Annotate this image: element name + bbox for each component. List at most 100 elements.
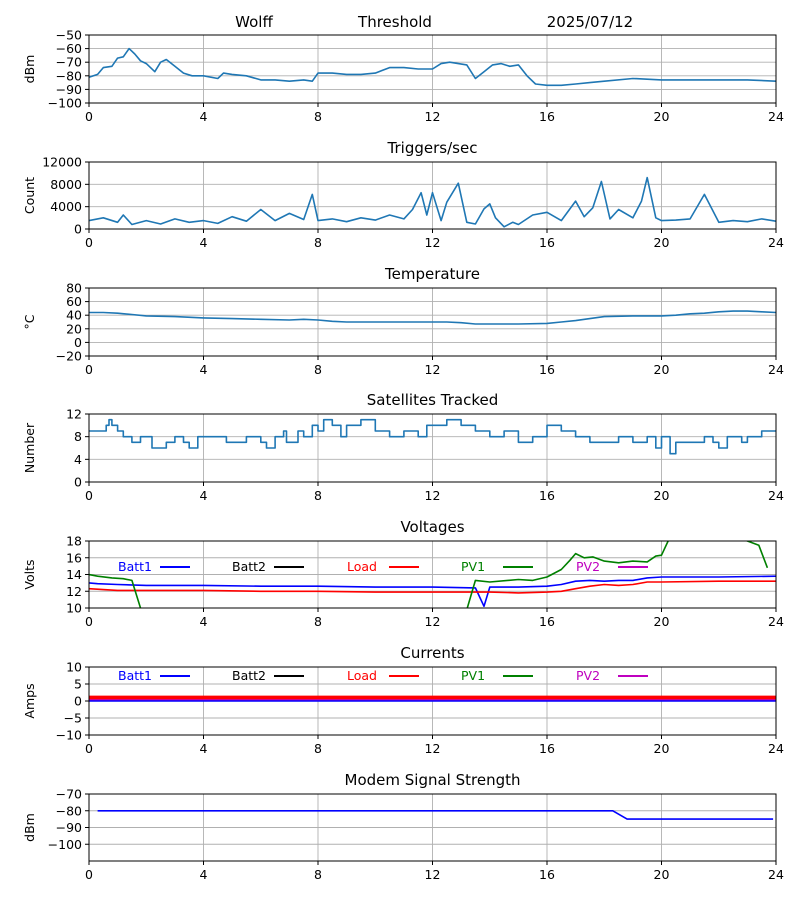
temperature-frame xyxy=(88,287,777,357)
satellites-xtick-label-5: 20 xyxy=(654,488,670,503)
satellites-series-line-0 xyxy=(89,418,776,455)
threshold-ytick-label-4: −60 xyxy=(56,41,82,56)
currents-xtick-label-3: 12 xyxy=(425,741,441,756)
modem-xtick-label-4: 16 xyxy=(539,867,555,882)
modem-xtick-label-6: 24 xyxy=(768,867,784,882)
triggers-xtick-label-3: 12 xyxy=(425,235,441,250)
modem-xtick-label-1: 4 xyxy=(200,867,208,882)
voltages-title: Voltages xyxy=(400,518,464,536)
temperature-ytick-label-3: 40 xyxy=(66,308,82,323)
temperature-xtick-label-5: 20 xyxy=(654,362,670,377)
voltages-xtick-label-4: 16 xyxy=(539,614,555,629)
currents-ytick-label-4: 10 xyxy=(66,660,82,675)
temperature-xtick-label-1: 4 xyxy=(200,362,208,377)
threshold-ylabel: dBm xyxy=(22,55,37,84)
voltages-series-line-1 xyxy=(89,580,776,594)
threshold-ytick-label-0: −100 xyxy=(48,96,82,111)
triggers-ytick-label-3: 12000 xyxy=(42,155,82,170)
voltages-xtick-label-0: 0 xyxy=(85,614,93,629)
threshold-xtick-label-5: 20 xyxy=(654,109,670,124)
header-mode: Threshold xyxy=(357,13,432,31)
satellites-ytick-label-2: 8 xyxy=(74,429,82,444)
temperature-ytick-label-5: 80 xyxy=(66,281,82,296)
currents-xtick-label-0: 0 xyxy=(85,741,93,756)
voltages-series-line-0 xyxy=(89,575,776,608)
temperature-xtick-label-6: 24 xyxy=(768,362,784,377)
voltages-xtick-label-2: 8 xyxy=(314,614,322,629)
threshold-xtick-label-3: 12 xyxy=(425,109,441,124)
triggers-xtick-label-6: 24 xyxy=(768,235,784,250)
modem-xtick-label-0: 0 xyxy=(85,867,93,882)
threshold-xtick-label-1: 4 xyxy=(200,109,208,124)
voltages-xtick-label-3: 12 xyxy=(425,614,441,629)
voltages-ytick-label-4: 18 xyxy=(66,534,82,549)
currents-ytick-label-3: 5 xyxy=(74,677,82,692)
satellites-ytick-label-3: 12 xyxy=(66,407,82,422)
triggers-frame xyxy=(88,161,777,230)
threshold-ytick-label-3: −70 xyxy=(56,55,82,70)
modem-xtick-label-5: 20 xyxy=(654,867,670,882)
voltages-legend-label-4: PV2 xyxy=(576,559,600,574)
voltages-ytick-label-1: 12 xyxy=(66,584,82,599)
triggers-title: Triggers/sec xyxy=(387,139,478,157)
voltages-xtick-label-5: 20 xyxy=(654,614,670,629)
currents-ylabel: Amps xyxy=(22,683,37,718)
triggers-ytick-label-0: 0 xyxy=(74,222,82,237)
modem-xtick-label-3: 12 xyxy=(425,867,441,882)
modem-title: Modem Signal Strength xyxy=(345,771,521,789)
threshold-xtick-label-6: 24 xyxy=(768,109,784,124)
voltages-series-line-2 xyxy=(89,573,143,608)
voltages-series-line-3 xyxy=(466,541,670,608)
triggers-xtick-label-5: 20 xyxy=(654,235,670,250)
triggers-ylabel: Count xyxy=(22,177,37,214)
currents-legend-label-0: Batt1 xyxy=(118,668,152,683)
threshold-ytick-label-2: −80 xyxy=(56,68,82,83)
currents-ytick-label-2: 0 xyxy=(74,694,82,709)
header-station: Wolff xyxy=(235,13,273,31)
voltages-xtick-label-1: 4 xyxy=(200,614,208,629)
currents-legend-label-2: Load xyxy=(347,668,377,683)
temperature-xtick-label-2: 8 xyxy=(314,362,322,377)
modem-ytick-label-3: −70 xyxy=(56,787,82,802)
voltages-ytick-label-3: 16 xyxy=(66,550,82,565)
currents-xtick-label-6: 24 xyxy=(768,741,784,756)
modem-ytick-label-1: −90 xyxy=(56,820,82,835)
voltages-legend-label-3: PV1 xyxy=(461,559,485,574)
temperature-xtick-label-0: 0 xyxy=(85,362,93,377)
voltages-frame xyxy=(88,540,777,609)
currents-ytick-label-1: −5 xyxy=(64,711,82,726)
currents-ytick-label-0: −10 xyxy=(56,728,82,743)
modem-ylabel: dBm xyxy=(22,813,37,842)
satellites-panel: Satellites Tracked Number 0 4 8 12 16 20 24 0 4 8 12 xyxy=(22,391,784,503)
satellites-xtick-label-0: 0 xyxy=(85,488,93,503)
threshold-panel: dBm 0 4 8 12 16 20 24 −100−90−80−70−60−50 xyxy=(22,28,784,125)
threshold-series-line-0 xyxy=(89,47,776,87)
temperature-title: Temperature xyxy=(384,265,480,283)
temperature-xtick-label-4: 16 xyxy=(539,362,555,377)
threshold-frame xyxy=(88,34,777,104)
temperature-series-line-0 xyxy=(89,310,776,325)
currents-xtick-label-4: 16 xyxy=(539,741,555,756)
satellites-title: Satellites Tracked xyxy=(367,391,498,409)
threshold-xtick-label-0: 0 xyxy=(85,109,93,124)
threshold-ytick-label-5: −50 xyxy=(56,28,82,43)
threshold-ytick-label-1: −90 xyxy=(56,82,82,97)
triggers-xtick-label-2: 8 xyxy=(314,235,322,250)
modem-frame xyxy=(88,793,777,862)
currents-xtick-label-1: 4 xyxy=(200,741,208,756)
currents-legend-label-4: PV2 xyxy=(576,668,600,683)
currents-legend-label-1: Batt2 xyxy=(232,668,266,683)
triggers-xtick-label-0: 0 xyxy=(85,235,93,250)
satellites-xtick-label-1: 4 xyxy=(200,488,208,503)
satellites-frame xyxy=(88,413,777,483)
satellites-ylabel: Number xyxy=(22,422,37,473)
voltages-ytick-label-2: 14 xyxy=(66,567,82,582)
satellites-xtick-label-6: 24 xyxy=(768,488,784,503)
currents-xtick-label-5: 20 xyxy=(654,741,670,756)
modem-series-line-0 xyxy=(97,810,774,820)
temperature-ytick-label-0: −20 xyxy=(56,349,82,364)
temperature-ytick-label-4: 60 xyxy=(66,294,82,309)
